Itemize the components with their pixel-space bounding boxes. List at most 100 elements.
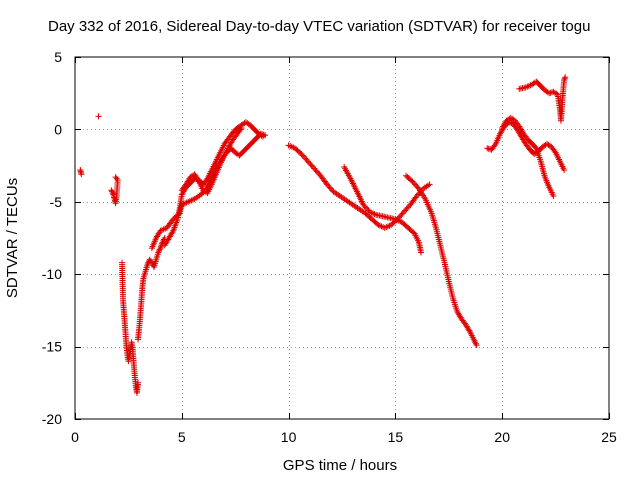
y-tick-label: -10: [42, 266, 62, 282]
series-dip-left: [118, 259, 142, 396]
series-late-3: [516, 74, 569, 124]
data-point: [471, 337, 478, 344]
data-point: [237, 126, 244, 133]
data-point: [108, 187, 115, 194]
data-point: [156, 248, 163, 255]
data-point: [408, 177, 415, 184]
data-point: [315, 169, 322, 176]
data-point: [360, 201, 367, 208]
data-point: [414, 184, 421, 191]
y-tick-labels: 5 0 -5 -10 -15 -20: [42, 49, 62, 427]
data-point: [306, 159, 313, 166]
series-mid-decline: [285, 142, 433, 231]
data-point: [156, 246, 163, 253]
data-point: [409, 178, 416, 185]
data-point: [308, 162, 315, 169]
data-point: [113, 175, 120, 182]
series-mid-cross-b: [403, 172, 480, 349]
data-point: [302, 155, 309, 162]
data-point: [473, 342, 480, 349]
data-point: [300, 153, 307, 160]
series-early-b: [95, 113, 102, 120]
data-point: [258, 132, 265, 139]
data-point: [135, 379, 142, 386]
y-tick-label: 0: [54, 121, 62, 137]
data-point: [491, 142, 498, 149]
data-point: [418, 249, 425, 256]
series-rise-4: [178, 124, 245, 197]
data-point: [413, 193, 420, 200]
x-axis-label: GPS time / hours: [283, 457, 397, 474]
data-point: [466, 327, 473, 334]
data-point: [561, 166, 568, 173]
data-point: [361, 203, 368, 210]
x-tick-label: 25: [601, 429, 617, 445]
data-point: [562, 74, 569, 81]
data-series: [77, 74, 569, 396]
data-point: [298, 151, 305, 158]
series-late-1: [484, 119, 568, 173]
data-point: [169, 229, 176, 236]
data-point: [561, 75, 568, 82]
data-point: [413, 182, 420, 189]
x-tick-label: 5: [178, 429, 186, 445]
data-point: [78, 171, 85, 178]
data-point: [472, 340, 479, 347]
series-rise-3: [161, 119, 266, 249]
y-tick-label: 5: [54, 49, 62, 65]
data-point: [203, 177, 210, 184]
series-late-2: [499, 114, 557, 200]
data-point: [404, 204, 411, 211]
data-point: [324, 181, 331, 188]
data-point: [95, 113, 102, 120]
series-early-a: [77, 166, 85, 178]
data-point: [426, 181, 433, 188]
x-tick-label: 0: [71, 429, 79, 445]
y-tick-label: -15: [42, 339, 62, 355]
data-point: [148, 259, 155, 266]
data-point: [397, 213, 404, 220]
data-point: [399, 210, 406, 217]
data-point: [327, 185, 334, 192]
data-point: [304, 158, 311, 165]
chart-title: Day 332 of 2016, Sidereal Day-to-day VTE…: [48, 18, 590, 35]
data-point: [157, 245, 164, 252]
series-early-c: [108, 174, 121, 207]
data-point: [403, 206, 410, 213]
data-point: [398, 211, 405, 218]
data-point: [299, 152, 306, 159]
data-point: [195, 177, 202, 184]
data-point: [311, 165, 318, 172]
data-point: [329, 187, 336, 194]
data-point: [561, 77, 568, 84]
data-point: [303, 156, 310, 163]
data-point: [472, 339, 479, 346]
data-point: [109, 190, 116, 197]
data-point: [313, 168, 320, 175]
data-point: [112, 174, 119, 181]
data-point: [551, 148, 558, 155]
data-point: [157, 243, 164, 250]
y-tick-label: -5: [50, 194, 63, 210]
data-point: [362, 204, 369, 211]
x-tick-label: 10: [281, 429, 297, 445]
data-point: [326, 184, 333, 191]
series-rise-1: [135, 235, 168, 343]
axis-ticks: [75, 57, 610, 420]
data-point: [309, 164, 316, 171]
data-point: [155, 249, 162, 256]
data-point: [238, 124, 245, 131]
data-point: [307, 161, 314, 168]
x-tick-labels: 0 5 10 15 20 25: [71, 429, 617, 445]
data-point: [325, 182, 332, 189]
series-mid-cross-a: [341, 164, 425, 256]
y-tick-label: -20: [42, 411, 62, 427]
plot-frame: [74, 56, 610, 420]
x-tick-label: 15: [388, 429, 404, 445]
data-point: [410, 179, 417, 186]
data-point: [297, 149, 304, 156]
data-point: [550, 193, 557, 200]
data-point: [412, 181, 419, 188]
data-point: [400, 208, 407, 215]
